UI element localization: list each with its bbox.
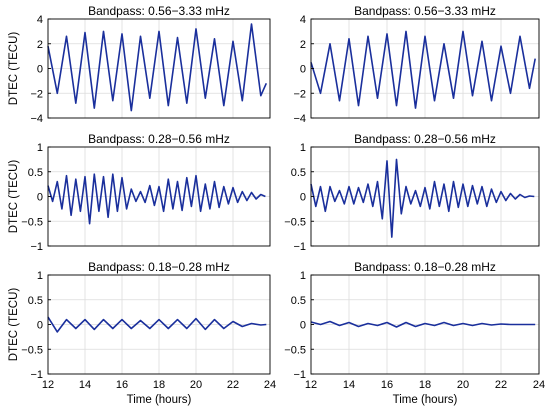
panel-5: 1 0.5 0 −0.5 −112 14 16 18 20 22 24 Bandpass: 0.18−… bbox=[8, 260, 276, 406]
y-tick-label: 0 bbox=[300, 320, 306, 332]
panel-title: Bandpass: 0.56−3.33 mHz bbox=[354, 4, 496, 18]
y-axis-label: DTEC (TECU) bbox=[8, 288, 20, 362]
x-tick-label: 20 bbox=[457, 379, 469, 391]
panel-title: Bandpass: 0.18−0.28 mHz bbox=[354, 260, 496, 274]
x-tick-label: 18 bbox=[153, 379, 165, 391]
x-axis-label: Time (hours) bbox=[127, 394, 192, 406]
y-tick-label: −1 bbox=[293, 369, 306, 381]
y-tick-label: 1 bbox=[37, 142, 43, 154]
x-tick-label: 16 bbox=[116, 379, 128, 391]
panel-3: 1 0.5 0 −0.5 −1 Bandpass: 0.28−0.56 mHz DTEC (… bbox=[8, 132, 271, 253]
y-tick-label: −1 bbox=[30, 241, 43, 253]
y-tick-label: 1 bbox=[37, 270, 43, 282]
x-tick-label: 18 bbox=[419, 379, 431, 391]
panel-6: 1 0.5 0 −0.5 −112 14 16 18 20 22 24 Bandpass: 0.18−… bbox=[284, 260, 545, 406]
x-tick-label: 14 bbox=[79, 379, 91, 391]
series-line-1 bbox=[47, 173, 266, 225]
x-tick-label: 24 bbox=[264, 379, 276, 391]
x-tick-label: 22 bbox=[495, 379, 507, 391]
x-tick-label: 24 bbox=[533, 379, 545, 391]
y-tick-label: 4 bbox=[37, 14, 43, 26]
y-tick-label: 1 bbox=[300, 270, 306, 282]
y-tick-label: 0 bbox=[37, 64, 43, 76]
y-axis-label: DTEC (TECU) bbox=[8, 32, 20, 106]
panel-1: 4 2 0 −2 −4 Bandpass: 0.56−3.33 mHz DTEC (TECU… bbox=[8, 4, 271, 125]
panel-title: Bandpass: 0.56−3.33 mHz bbox=[88, 4, 230, 18]
x-tick-label: 12 bbox=[42, 379, 54, 391]
y-tick-label: −0.5 bbox=[284, 216, 306, 228]
y-tick-label: 0.5 bbox=[28, 167, 43, 179]
y-tick-label: 0.5 bbox=[28, 295, 43, 307]
panel-2: 4 2 0 −2 −4 Bandpass: 0.56−3.33 mHz bbox=[293, 4, 540, 125]
x-tick-label: 14 bbox=[343, 379, 355, 391]
y-tick-label: 0.5 bbox=[291, 167, 306, 179]
panel-title: Bandpass: 0.28−0.56 mHz bbox=[354, 132, 496, 146]
y-tick-label: −0.5 bbox=[21, 216, 43, 228]
y-tick-label: 4 bbox=[300, 14, 306, 26]
panel-4: 1 0.5 0 −0.5 −1 Bandpass: 0.28−0.56 mHz bbox=[284, 132, 540, 253]
y-tick-label: −2 bbox=[293, 88, 306, 100]
y-tick-label: 2 bbox=[37, 39, 43, 51]
y-tick-label: −4 bbox=[293, 113, 306, 125]
panel-title: Bandpass: 0.18−0.28 mHz bbox=[88, 260, 230, 274]
series-line-1 bbox=[47, 316, 267, 333]
x-tick-label: 16 bbox=[381, 379, 393, 391]
x-tick-label: 22 bbox=[227, 379, 239, 391]
y-tick-label: −0.5 bbox=[21, 344, 43, 356]
y-tick-label: 0 bbox=[37, 320, 43, 332]
y-tick-label: 0 bbox=[300, 192, 306, 204]
series-line-1 bbox=[310, 320, 536, 328]
y-tick-label: 0.5 bbox=[291, 295, 306, 307]
y-tick-label: −1 bbox=[293, 241, 306, 253]
x-tick-label: 12 bbox=[305, 379, 317, 391]
x-tick-label: 20 bbox=[190, 379, 202, 391]
y-axis-label: DTEC (TECU) bbox=[8, 160, 20, 234]
series-line-1 bbox=[310, 158, 535, 238]
y-tick-label: 0 bbox=[37, 192, 43, 204]
y-tick-label: −0.5 bbox=[284, 344, 306, 356]
y-tick-label: 0 bbox=[300, 64, 306, 76]
y-tick-label: 2 bbox=[300, 39, 306, 51]
series-line-1 bbox=[310, 30, 536, 109]
panel-title: Bandpass: 0.28−0.56 mHz bbox=[88, 132, 230, 146]
y-tick-label: 1 bbox=[300, 142, 306, 154]
x-axis-label: Time (hours) bbox=[393, 394, 458, 406]
y-tick-label: −1 bbox=[30, 369, 43, 381]
y-tick-label: −2 bbox=[30, 88, 43, 100]
series-line-1 bbox=[47, 23, 268, 112]
y-tick-label: −4 bbox=[30, 113, 43, 125]
